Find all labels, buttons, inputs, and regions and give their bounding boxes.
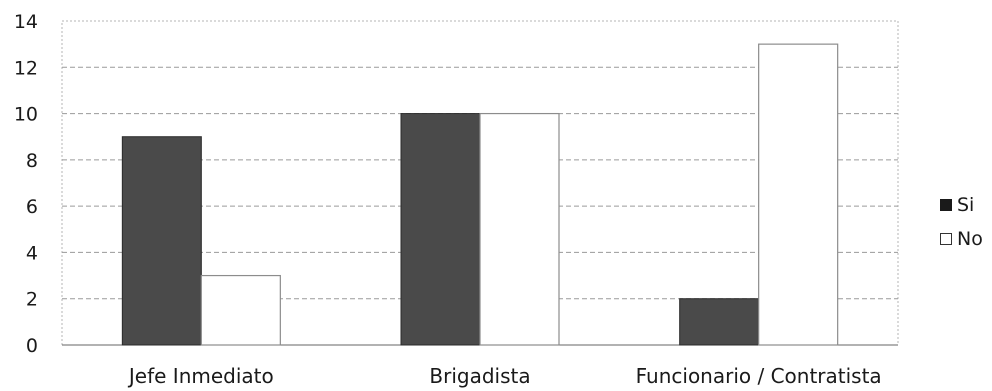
y-tick-label-6: 6 [26,196,38,218]
legend: Si No [940,188,983,256]
legend-item-no: No [940,222,983,256]
x-tick-label-2: Funcionario / Contratista [636,364,882,388]
bar-no-2 [758,43,839,346]
bar-si-1 [400,113,481,346]
y-tick-label-0: 0 [26,335,38,357]
y-tick-label-4: 4 [26,242,38,264]
y-tick-label-14: 14 [14,11,38,33]
bars [121,43,839,346]
legend-swatch-si [940,199,952,211]
bar-no-1 [479,112,560,346]
legend-label-si: Si [957,194,975,216]
x-tick-label-1: Brigadista [429,364,530,388]
y-tick-label-2: 2 [26,289,38,311]
bar-si-0 [121,136,202,346]
x-tick-label-0: Jefe Inmediato [127,364,274,388]
legend-item-si: Si [940,188,983,222]
bar-si-2 [679,298,760,346]
y-tick-label-10: 10 [14,104,38,126]
x-axis: Jefe Inmediato Brigadista Funcionario / Co… [127,364,882,388]
bar-no-0 [200,274,281,346]
legend-swatch-no [940,233,952,245]
y-tick-label-8: 8 [26,150,38,172]
y-tick-label-12: 12 [14,57,38,79]
legend-label-no: No [957,228,983,250]
y-axis: 0 2 4 6 8 10 12 14 [14,11,38,357]
